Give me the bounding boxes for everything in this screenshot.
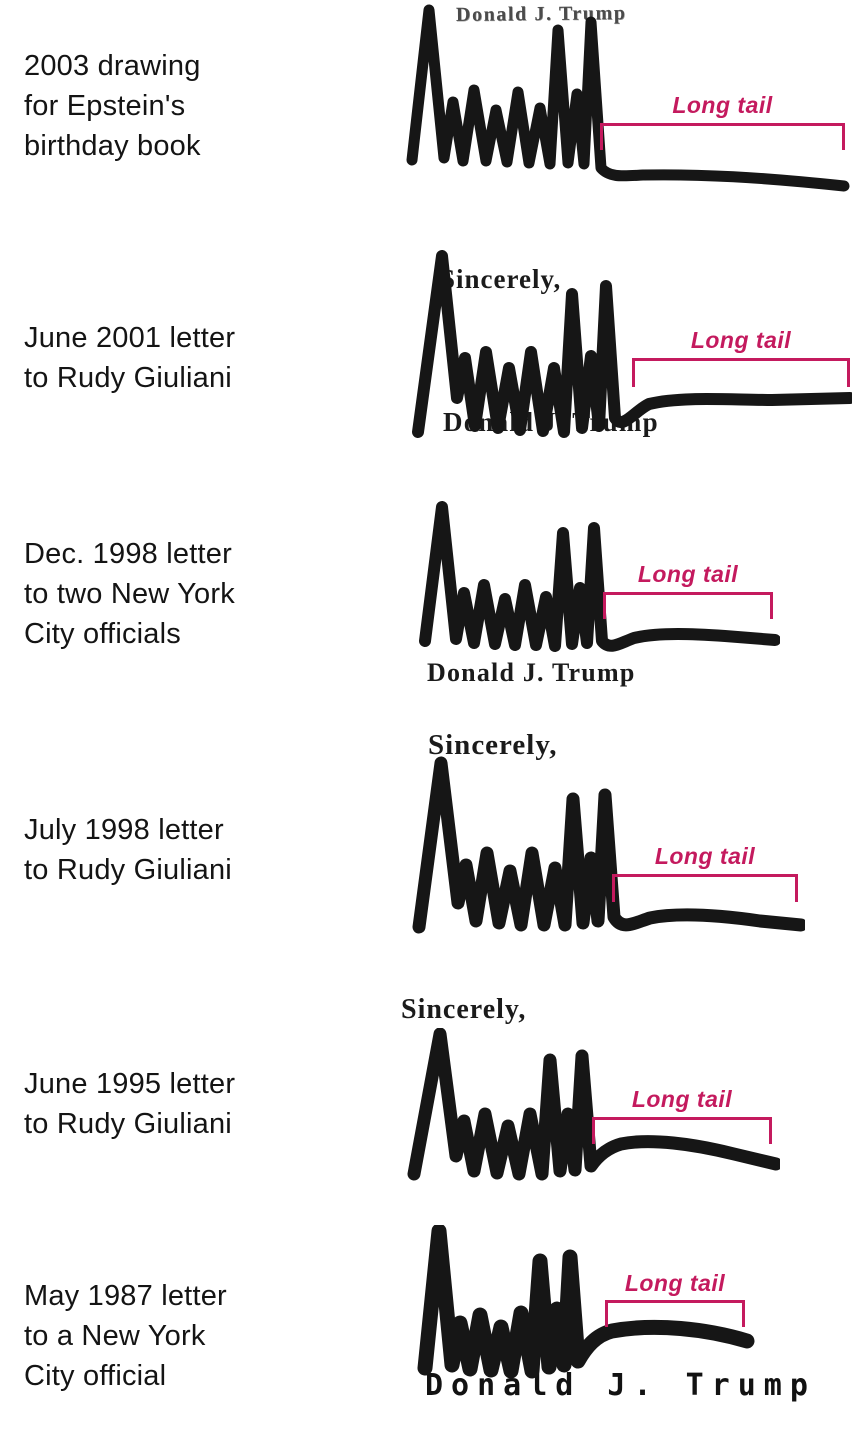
long-tail-bracket bbox=[592, 1117, 772, 1144]
signature-path bbox=[406, 4, 850, 192]
row-label: May 1987 letter to a New York City offic… bbox=[24, 1280, 227, 1392]
long-tail-label: Long tail bbox=[624, 1270, 726, 1296]
typed-salutation: Sincerely, bbox=[401, 994, 527, 1025]
signature-graphic bbox=[412, 756, 805, 934]
typed-name-below: Donald J. Trump bbox=[427, 658, 636, 687]
typed-salutation: Sincerely, bbox=[440, 264, 562, 294]
long-tail-label: Long tail bbox=[631, 1086, 733, 1112]
signature-path bbox=[407, 1028, 780, 1181]
long-tail-label: Long tail bbox=[690, 327, 792, 353]
signature-graphic bbox=[419, 501, 780, 652]
signature-graphic bbox=[406, 4, 850, 192]
long-tail-bracket bbox=[612, 874, 798, 902]
row-label: Dec. 1998 letter to two New York City of… bbox=[24, 538, 235, 650]
long-tail-bracket bbox=[605, 1300, 745, 1327]
typed-salutation: Sincerely, bbox=[428, 729, 558, 761]
signature-path bbox=[412, 250, 852, 438]
long-tail-bracket bbox=[632, 358, 850, 387]
signature-path bbox=[412, 756, 805, 934]
long-tail-bracket bbox=[603, 592, 773, 619]
row-label: June 1995 letter to Rudy Giuliani bbox=[24, 1068, 236, 1140]
long-tail-bracket bbox=[600, 123, 845, 150]
signature-path bbox=[419, 501, 780, 652]
signature-graphic bbox=[407, 1028, 780, 1181]
long-tail-label: Long tail bbox=[637, 561, 739, 587]
row-label: July 1998 letter to Rudy Giuliani bbox=[24, 814, 232, 886]
long-tail-label: Long tail bbox=[672, 92, 773, 118]
row-label: 2003 drawing for Epstein's birthday book bbox=[24, 50, 201, 162]
signature-path bbox=[417, 1225, 755, 1379]
signature-graphic bbox=[412, 250, 852, 438]
signature-graphic bbox=[417, 1225, 755, 1379]
row-label: June 2001 letter to Rudy Giuliani bbox=[24, 322, 236, 394]
long-tail-label: Long tail bbox=[654, 843, 756, 869]
